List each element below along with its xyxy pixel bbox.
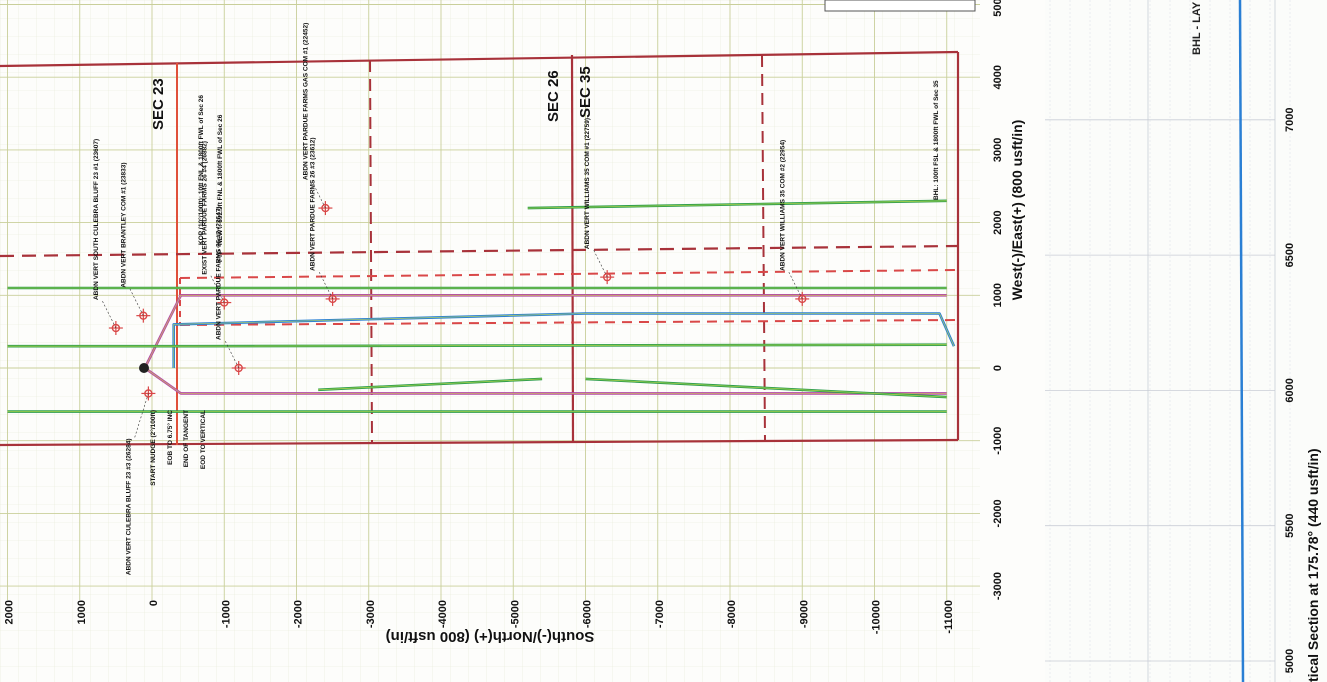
well-marker-label: ABDN VERT PARDUE FARMS GAS COM #1 (22452… bbox=[302, 23, 309, 180]
y-tick-label: 2000 bbox=[992, 210, 1004, 234]
y-tick-labels: 5000 4000 3000 2000 1000 0 -1000 -2000 -3000 bbox=[992, 0, 1004, 600]
series-highlight-8 bbox=[585, 378, 947, 398]
bhl-label: BHL - LAY bbox=[1191, 1, 1203, 55]
marker-leader bbox=[787, 270, 803, 300]
x-tick-labels: 2000 1000 0 -1000 -2000 -3000 -4000 -5000 -6000 -… bbox=[4, 600, 955, 634]
section-label: SEC 23 bbox=[150, 78, 167, 130]
well-marker-label: ABDN VERT BRANTLEY COM #1 (23833) bbox=[120, 162, 127, 287]
series-layer bbox=[7, 199, 956, 413]
section-label: SEC 26 bbox=[545, 70, 562, 122]
y-tick-label: 4000 bbox=[992, 65, 1004, 89]
x-tick-label: -4000 bbox=[437, 600, 449, 628]
well-marker: ABDN VERT PARDUE FARMS 26 #2 (22647) bbox=[216, 206, 246, 375]
section-boundaries bbox=[0, 50, 960, 447]
well-marker-label: ABDN VERT PARDUE FARMS 26 #3 (23612) bbox=[310, 137, 317, 271]
legend-box bbox=[824, 0, 976, 12]
x-tick-label: 1000 bbox=[76, 600, 88, 624]
well-marker: ABDN VERT SOUTH CULEBRA BLUFF 23 #1 (236… bbox=[93, 139, 123, 336]
annotation-label: EOD TO VERTICAL bbox=[200, 410, 207, 469]
well-marker-label: ABDN VERT SOUTH CULEBRA BLUFF 23 #1 (236… bbox=[93, 139, 100, 300]
well-marker-label: EXIST VERT PARDUE FARMS 26 #4 (26882) bbox=[201, 141, 208, 275]
y-tick-label: 1000 bbox=[992, 283, 1004, 307]
x-tick-label: -7000 bbox=[654, 600, 666, 628]
annotation-label: END OF TANGENT bbox=[183, 410, 190, 467]
marker-layer: ABDN VERT SOUTH CULEBRA BLUFF 23 #1 (236… bbox=[93, 23, 940, 575]
marker-leader bbox=[129, 287, 144, 316]
well-marker-label: ABDN VERT WILLIAMS 35 COM #1 (22759) bbox=[584, 118, 591, 249]
series-highlight-4 bbox=[7, 344, 947, 347]
series-highlight-2 bbox=[144, 294, 947, 369]
y-axis-title: West(-)/East(+) (800 usft/in) bbox=[1009, 120, 1025, 301]
well-marker: ABDN VERT PARDUE FARMS GAS COM #1 (22452… bbox=[302, 23, 333, 216]
section-line-dashed bbox=[0, 244, 959, 258]
x-tick-label: -6000 bbox=[582, 600, 594, 628]
x-tick-label: -8000 bbox=[726, 600, 738, 628]
well-marker: ABDN VERT WILLIAMS 35 COM #1 (22759) bbox=[584, 118, 615, 285]
vs-tick-label: 5500 bbox=[1284, 513, 1296, 537]
section-line-dashed bbox=[369, 59, 373, 443]
plan-view-grid bbox=[0, 0, 980, 600]
annotation-label: START NUDGE (2°/100ft) bbox=[149, 410, 157, 486]
x-tick-label: -1000 bbox=[220, 600, 232, 628]
marker-leader bbox=[209, 274, 225, 303]
marker-leader bbox=[592, 248, 608, 278]
well-marker-label: ABDN VERT WILLIAMS 35 COM #2 (22954) bbox=[779, 140, 786, 271]
section-line-dashed bbox=[761, 54, 766, 442]
vs-tick-label: 7000 bbox=[1284, 108, 1296, 132]
annotation-label: KOP (10°/100ft): 10ft FNL & 1800ft FWL o… bbox=[197, 95, 205, 245]
y-tick-label: -2000 bbox=[992, 499, 1004, 527]
section-line bbox=[0, 438, 959, 447]
marker-leader bbox=[311, 179, 326, 209]
plan-view-plot-area bbox=[0, 0, 980, 682]
x-tick-label: -2000 bbox=[293, 600, 305, 628]
vs-tick-label: 6000 bbox=[1284, 378, 1296, 402]
well-marker: ABDN VERT CULEBRA BLUFF 23 #3 (26284) bbox=[125, 386, 156, 575]
surface-location-marker bbox=[139, 363, 149, 373]
vertical-section-tick-labels: 5000550060006500700075008000850090009500 bbox=[1284, 108, 1296, 674]
x-tick-label: -9000 bbox=[798, 600, 810, 628]
y-tick-label: -3000 bbox=[992, 572, 1004, 600]
y-tick-label: 0 bbox=[992, 365, 1004, 371]
section-line bbox=[0, 50, 959, 68]
vs-tick-label: 5000 bbox=[1284, 649, 1296, 673]
annotation-label: FTP "NEW": 592.9ft FNL & 1800ft FWL of S… bbox=[217, 114, 224, 262]
y-tick-label: 3000 bbox=[992, 138, 1004, 162]
y-tick-label: -1000 bbox=[992, 427, 1004, 455]
vertical-section-wellbore bbox=[1238, 0, 1245, 682]
y-tick-label: 5000 bbox=[992, 0, 1004, 17]
annotation-label: EOB TO 6.75° INC bbox=[166, 410, 174, 465]
x-tick-label: -11000 bbox=[943, 600, 955, 634]
x-axis-title: South(-)/North(+) (800 usft/in) bbox=[386, 628, 595, 645]
annotation-label: BHL: 100ft FSL & 1800ft FWL of Sec 35 bbox=[933, 80, 940, 200]
well-marker: ABDN VERT PARDUE FARMS 26 #3 (23612) bbox=[310, 137, 340, 306]
section-line bbox=[570, 54, 575, 443]
x-tick-label: -10000 bbox=[871, 600, 883, 634]
x-tick-label: 0 bbox=[148, 600, 160, 606]
well-marker-label: ABDN VERT CULEBRA BLUFF 23 #3 (26284) bbox=[125, 438, 132, 575]
series-highlight-7 bbox=[318, 378, 543, 391]
well-marker: EXIST VERT PARDUE FARMS 26 #4 (26882) bbox=[201, 141, 232, 310]
well-marker: ABDN VERT BRANTLEY COM #1 (23833) bbox=[120, 162, 151, 323]
series-highlight-1 bbox=[144, 367, 947, 394]
series-highlight-0 bbox=[173, 313, 955, 368]
marker-leader bbox=[101, 299, 117, 329]
section-label: SEC 35 bbox=[577, 66, 594, 118]
x-tick-label: -3000 bbox=[365, 600, 377, 628]
well-marker-label: ABDN VERT PARDUE FARMS 26 #2 (22647) bbox=[216, 206, 223, 340]
x-tick-label: -5000 bbox=[509, 600, 521, 628]
well-marker: ABDN VERT WILLIAMS 35 COM #2 (22954) bbox=[779, 140, 810, 306]
vertical-section-axis-title: tical Section at 175.78° (440 usft/in) bbox=[1305, 448, 1321, 682]
section-labels: SEC 23 SEC 26 SEC 35 bbox=[150, 66, 594, 130]
vertical-section-grid bbox=[1045, 0, 1291, 682]
series-highlight-6 bbox=[527, 200, 947, 209]
vs-tick-label: 6500 bbox=[1284, 243, 1296, 267]
marker-leader bbox=[224, 339, 239, 369]
marker-leader bbox=[318, 270, 333, 300]
x-tick-label: 2000 bbox=[4, 600, 16, 624]
vertical-section-panel bbox=[1045, 0, 1327, 682]
